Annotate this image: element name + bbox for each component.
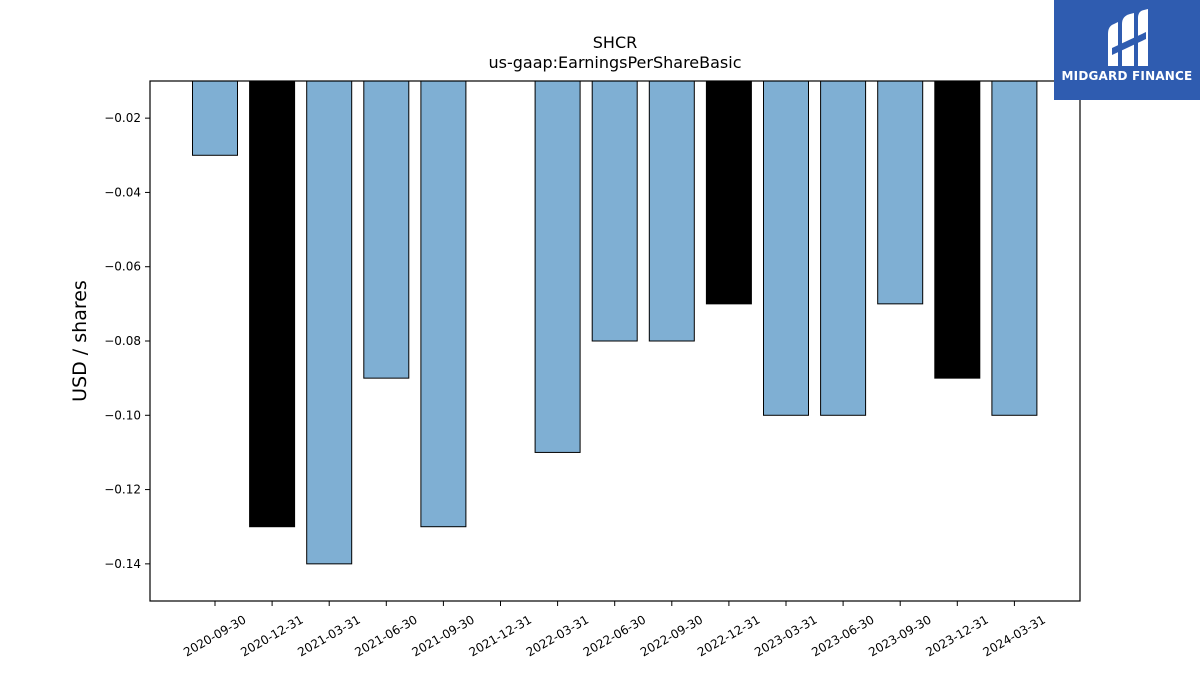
x-tick-label: 2023-12-31 xyxy=(923,612,990,659)
y-tick-label: −0.08 xyxy=(104,334,141,348)
bar xyxy=(591,80,638,342)
x-tick-label: 2021-03-31 xyxy=(295,612,362,659)
y-tick-label: −0.06 xyxy=(104,260,141,274)
bar xyxy=(991,80,1038,416)
x-tick-label: 2024-03-31 xyxy=(980,612,1047,659)
bar xyxy=(420,80,467,528)
y-tick-label: −0.14 xyxy=(104,557,141,571)
x-tick-label: 2023-06-30 xyxy=(809,612,876,659)
bar xyxy=(877,80,924,305)
midgard-logo-icon xyxy=(1108,9,1148,66)
chart-subtitle: us-gaap:EarningsPerShareBasic xyxy=(488,53,741,72)
x-tick-label: 2022-03-31 xyxy=(524,612,591,659)
y-tick-label: −0.02 xyxy=(104,111,141,125)
brand-name: MIDGARD FINANCE xyxy=(1061,69,1193,83)
x-tick-label: 2020-12-31 xyxy=(238,612,305,659)
x-tick-label: 2022-12-31 xyxy=(695,612,762,659)
x-tick-label: 2021-09-30 xyxy=(409,612,476,659)
bar xyxy=(306,80,353,565)
bar xyxy=(763,80,809,416)
y-axis-label: USD / shares xyxy=(69,280,91,402)
y-tick-label: −0.10 xyxy=(104,408,141,422)
x-tick-label: 2022-09-30 xyxy=(638,612,705,659)
bar xyxy=(934,80,981,379)
x-tick-label: 2022-06-30 xyxy=(581,612,648,659)
chart-title: SHCR xyxy=(593,33,637,52)
bar xyxy=(192,80,238,156)
bar xyxy=(820,80,867,416)
bar xyxy=(705,80,752,305)
x-tick-label: 2023-09-30 xyxy=(866,612,933,659)
x-tick-label: 2023-03-31 xyxy=(752,612,819,659)
bar xyxy=(648,80,695,342)
bar xyxy=(534,80,581,453)
brand-logo: MIDGARD FINANCE xyxy=(1054,0,1200,100)
x-tick-label: 2021-12-31 xyxy=(467,612,534,659)
x-tick-label: 2021-06-30 xyxy=(352,612,419,659)
y-tick-label: −0.04 xyxy=(104,185,141,199)
bar xyxy=(363,80,410,379)
y-tick-label: −0.12 xyxy=(104,483,141,497)
bar xyxy=(249,80,296,528)
plot-area: −0.02 −0.04 −0.06 −0.08 −0.10 −0.12 −0.14 2020-… xyxy=(104,80,1081,659)
x-tick-label: 2020-09-30 xyxy=(181,612,248,659)
